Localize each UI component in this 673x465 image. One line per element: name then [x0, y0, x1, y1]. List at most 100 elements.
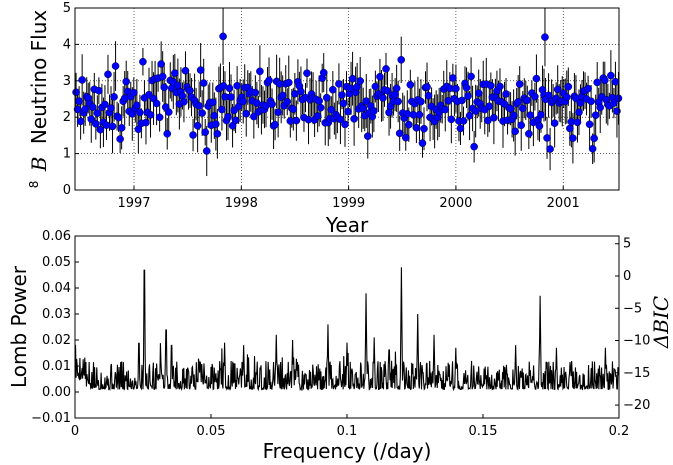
- flux-point: [87, 115, 96, 123]
- flux-point: [607, 71, 615, 80]
- flux-point: [449, 74, 457, 82]
- periodogram-right-y-tick-label: 5: [623, 237, 631, 252]
- flux-point: [611, 77, 620, 86]
- flux-point: [418, 139, 427, 147]
- flux-point: [130, 88, 138, 97]
- flux-x-tick-label: 1998: [225, 196, 258, 211]
- flux-point: [316, 103, 325, 112]
- flux-point: [566, 124, 574, 133]
- flux-point: [110, 93, 118, 101]
- flux-point: [391, 90, 399, 99]
- flux-point: [379, 94, 387, 102]
- periodogram-plot-background: [75, 236, 619, 418]
- flux-point: [133, 101, 141, 110]
- flux-point: [107, 104, 115, 112]
- flux-panel: 1997 1998 1999 2000 2001 0 1 2 3 4 5 Year 8 B Neu…: [19, 1, 623, 237]
- periodogram-y-tick-label: 0.04: [42, 281, 71, 296]
- flux-point: [541, 33, 549, 41]
- flux-point: [322, 93, 331, 102]
- flux-point: [511, 127, 519, 136]
- flux-point: [93, 109, 102, 117]
- flux-point: [569, 134, 577, 142]
- flux-y-axis-title: 8 B Neutrino Flux: [19, 10, 51, 189]
- flux-point: [181, 66, 190, 75]
- flux-point: [348, 74, 357, 83]
- flux-point: [420, 124, 428, 133]
- flux-point: [163, 129, 172, 138]
- periodogram-x-tick-label: 0.1: [337, 424, 358, 439]
- flux-point: [329, 85, 337, 94]
- flux-point: [544, 91, 553, 100]
- flux-point: [447, 115, 456, 124]
- flux-point: [397, 55, 406, 64]
- periodogram-y-tick-label: 0.05: [42, 255, 71, 270]
- flux-point: [72, 88, 80, 97]
- flux-point: [496, 82, 504, 91]
- flux-plot-frame: [74, 7, 620, 191]
- flux-point: [174, 81, 182, 90]
- flux-point: [590, 134, 598, 143]
- flux-point: [268, 100, 276, 108]
- flux-point: [563, 93, 571, 101]
- flux-point: [157, 60, 165, 68]
- flux-point: [278, 91, 287, 100]
- flux-point: [474, 89, 483, 97]
- flux-point: [490, 113, 498, 122]
- periodogram-x-tick-label: 0.15: [469, 424, 498, 439]
- flux-point: [509, 111, 518, 120]
- periodogram-y-tick-label: 0.03: [42, 307, 71, 322]
- flux-point: [441, 105, 450, 114]
- flux-point: [535, 122, 544, 130]
- flux-point: [575, 108, 583, 117]
- flux-point: [76, 117, 85, 126]
- flux-point: [117, 124, 126, 132]
- flux-point: [111, 62, 120, 70]
- flux-point: [526, 111, 535, 119]
- flux-point: [158, 72, 167, 81]
- flux-point: [423, 83, 431, 91]
- svg-text:8 B Neutrino F: 8 B Neutrino Flux: [19, 10, 51, 189]
- flux-point: [515, 80, 524, 88]
- periodogram-right-y-axis-title: ΔBIC: [649, 296, 673, 349]
- flux-point: [201, 128, 210, 137]
- flux-point: [514, 98, 522, 106]
- flux-point: [212, 120, 220, 128]
- flux-point: [195, 102, 203, 110]
- flux-point: [341, 120, 349, 129]
- flux-point: [319, 68, 328, 77]
- flux-point: [274, 108, 282, 117]
- flux-point: [88, 103, 97, 111]
- flux-point: [553, 85, 562, 94]
- flux-point: [406, 80, 415, 89]
- flux-x-tick-label: 1997: [117, 196, 150, 211]
- flux-point: [116, 135, 124, 143]
- flux-point: [164, 108, 173, 116]
- flux-point: [359, 104, 368, 113]
- periodogram-right-y-ticks: 5 0 −5 −10 −15 −20: [615, 237, 650, 413]
- flux-point: [92, 120, 100, 128]
- flux-point: [152, 99, 161, 108]
- flux-point: [456, 124, 465, 133]
- flux-point: [462, 83, 471, 92]
- flux-point: [271, 120, 279, 129]
- flux-y-tick-label: 3: [63, 74, 71, 89]
- flux-point: [250, 112, 258, 121]
- flux-point: [96, 125, 105, 134]
- flux-point: [564, 82, 573, 91]
- flux-point: [404, 120, 413, 129]
- flux-point: [385, 108, 393, 117]
- flux-point: [585, 120, 594, 129]
- flux-point: [289, 105, 298, 113]
- flux-point: [356, 77, 364, 85]
- flux-point: [171, 69, 179, 77]
- flux-x-axis-title: Year: [325, 213, 369, 237]
- flux-point: [517, 121, 526, 130]
- flux-point: [600, 76, 609, 85]
- flux-point: [485, 102, 494, 111]
- flux-point: [225, 84, 234, 93]
- flux-point: [139, 57, 147, 66]
- periodogram-x-tick-label: 0.05: [197, 424, 226, 439]
- flux-point: [370, 107, 378, 115]
- flux-point: [213, 130, 222, 138]
- flux-point: [193, 121, 202, 130]
